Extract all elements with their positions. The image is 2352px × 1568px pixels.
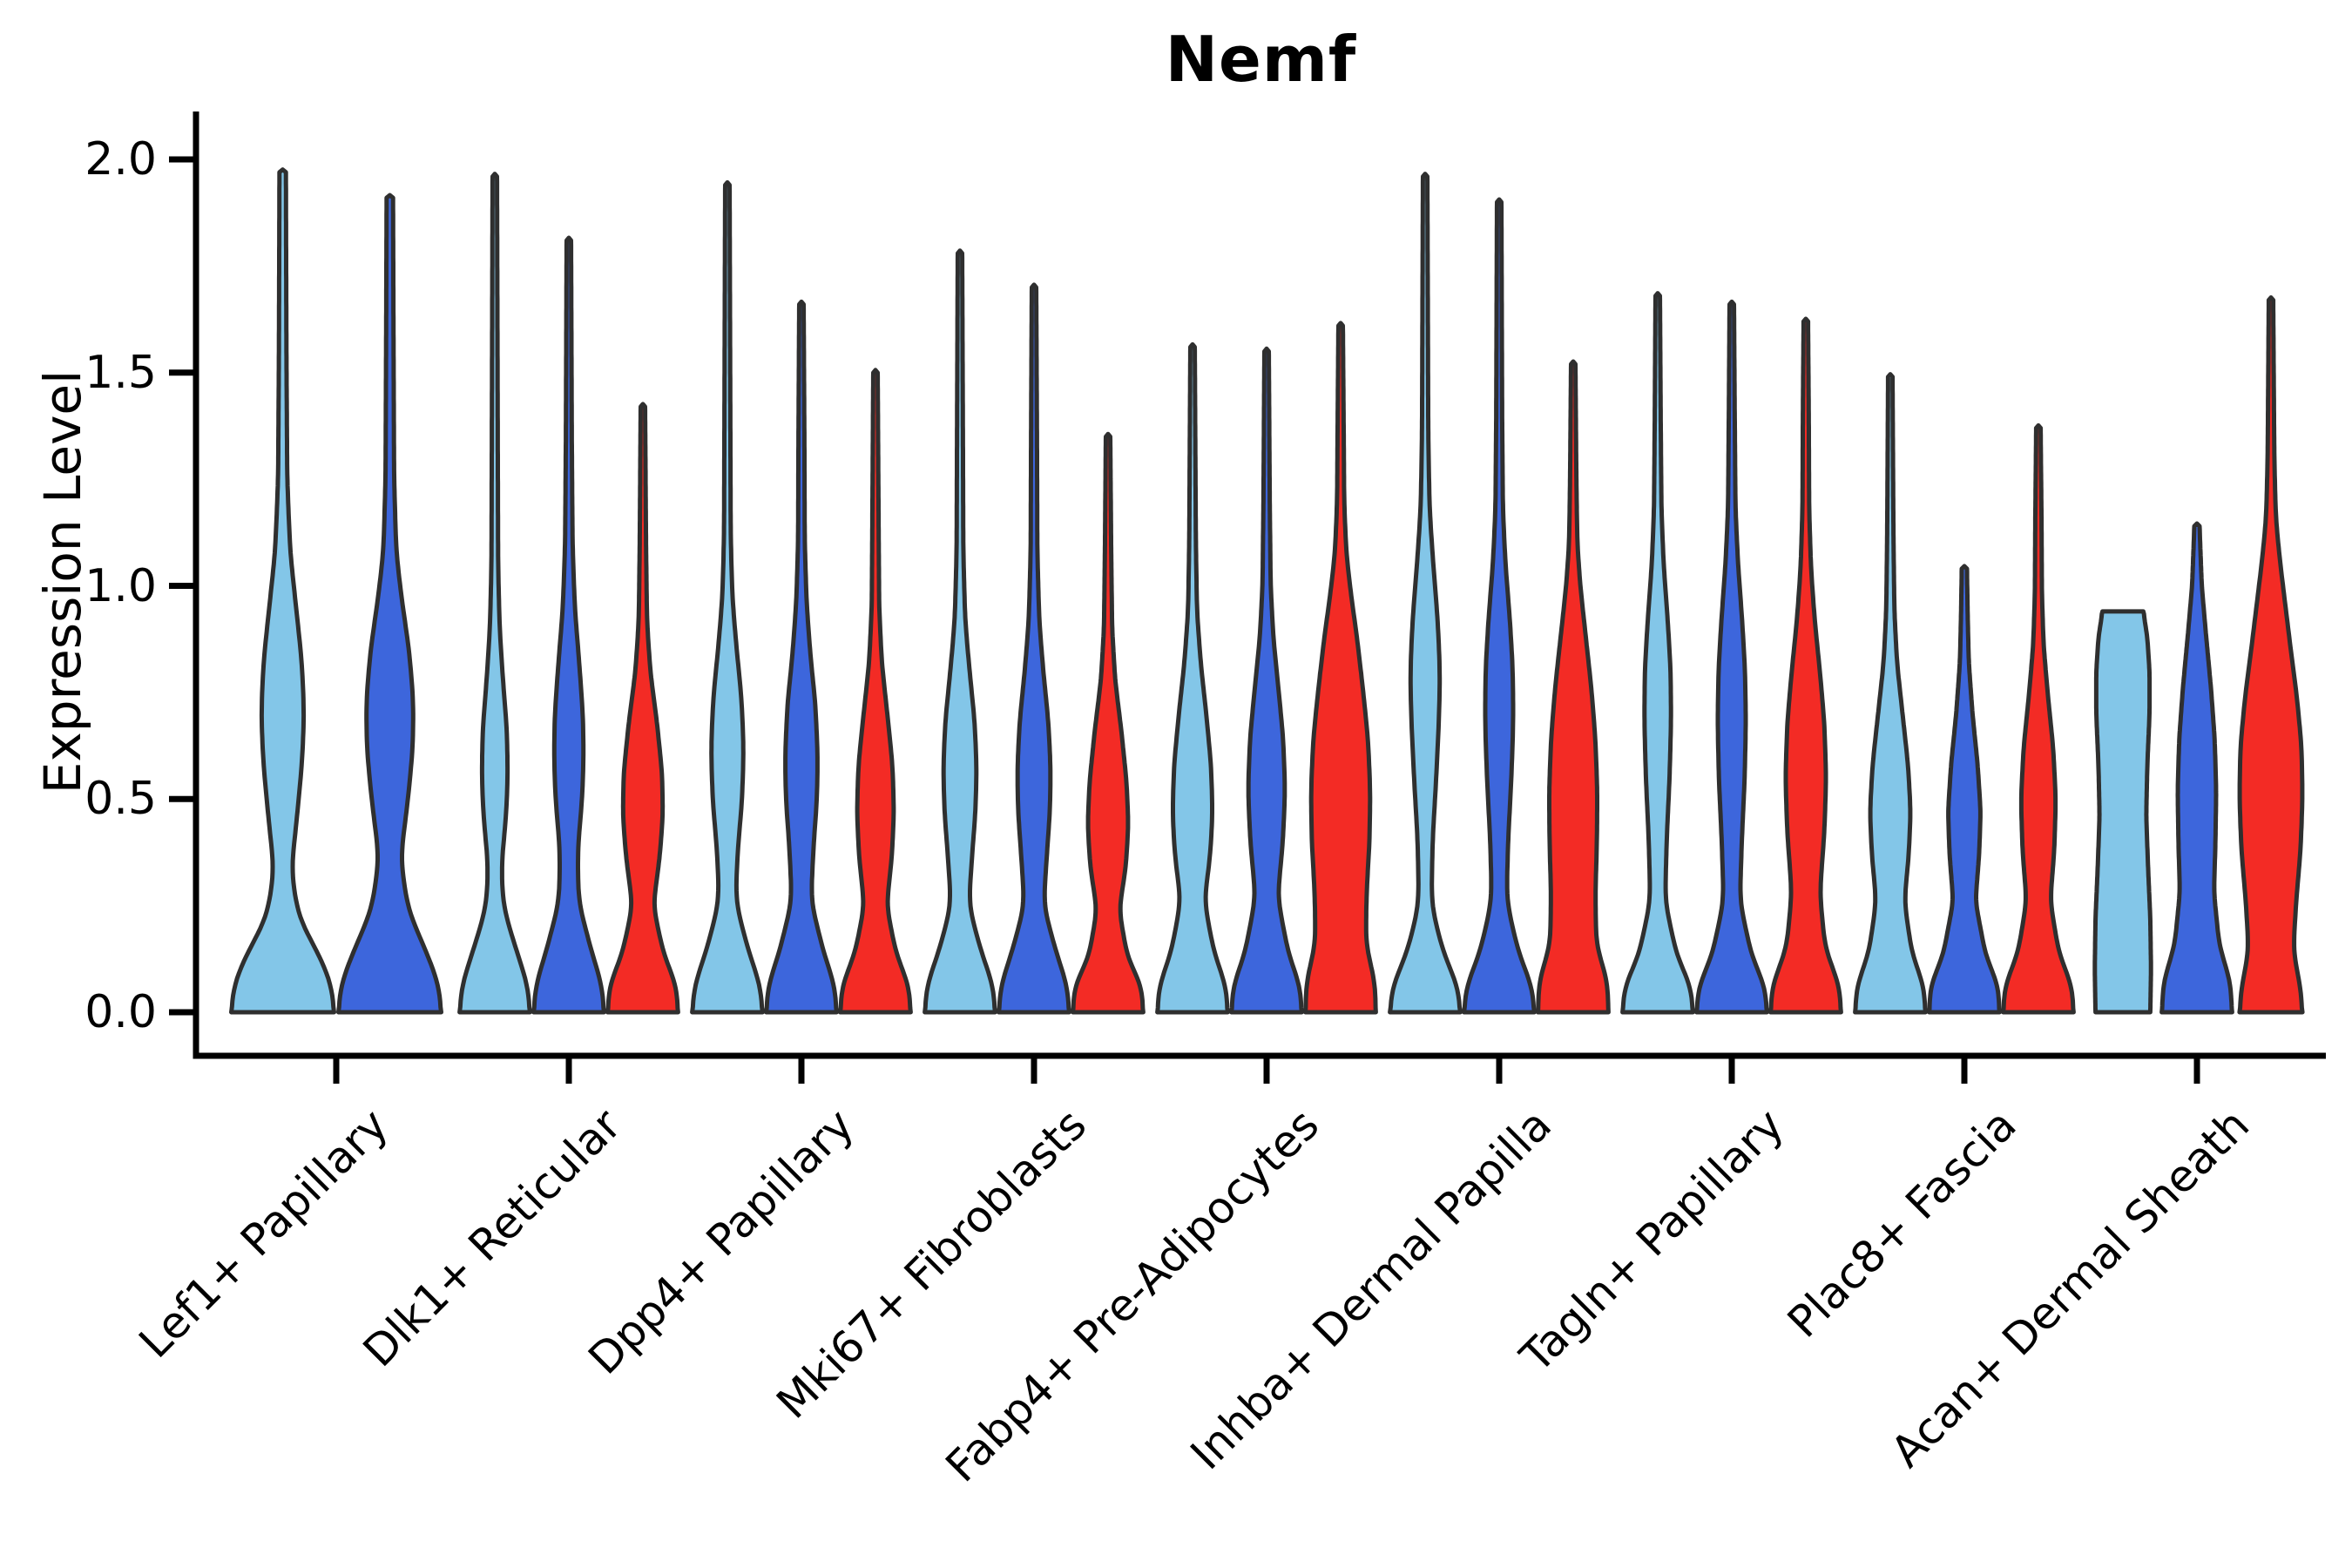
violin-dark_blue — [1462, 197, 1537, 1015]
violin-dark_blue — [764, 299, 839, 1015]
violin-dark_blue — [531, 235, 606, 1015]
violin-light_blue — [2092, 609, 2153, 1015]
violin-light_blue — [1155, 341, 1230, 1015]
chart-title: Nemf — [1165, 23, 1357, 96]
violin-dark_blue — [336, 193, 443, 1015]
violin-light_blue — [690, 179, 765, 1015]
y-tick-label: 1.0 — [84, 559, 157, 612]
violin-light_blue — [457, 172, 532, 1015]
violin-dark_blue — [997, 282, 1071, 1015]
violin-light_blue — [923, 248, 997, 1015]
y-tick-label: 2.0 — [84, 133, 157, 186]
y-tick-label: 1.5 — [84, 346, 157, 399]
violin-dark_blue — [1694, 299, 1769, 1015]
y-tick-label: 0.0 — [84, 986, 157, 1038]
violin-light_blue — [1620, 291, 1695, 1015]
violin-light_blue — [1853, 372, 1928, 1015]
violin-light_blue — [229, 167, 336, 1015]
violin-dark_blue — [1927, 564, 2002, 1015]
violin-red — [1768, 316, 1843, 1015]
violin-light_blue — [1388, 172, 1463, 1015]
violin-red — [1071, 431, 1146, 1015]
violin-dark_blue — [1229, 346, 1304, 1015]
violin-red — [605, 402, 680, 1015]
violin-red — [1303, 321, 1378, 1015]
violin-red — [838, 368, 913, 1015]
violin-red — [2001, 422, 2076, 1015]
violin-red — [2237, 295, 2305, 1015]
violin-dark_blue — [2159, 521, 2234, 1015]
y-tick-label: 0.5 — [84, 773, 157, 826]
violin-red — [1536, 359, 1611, 1015]
